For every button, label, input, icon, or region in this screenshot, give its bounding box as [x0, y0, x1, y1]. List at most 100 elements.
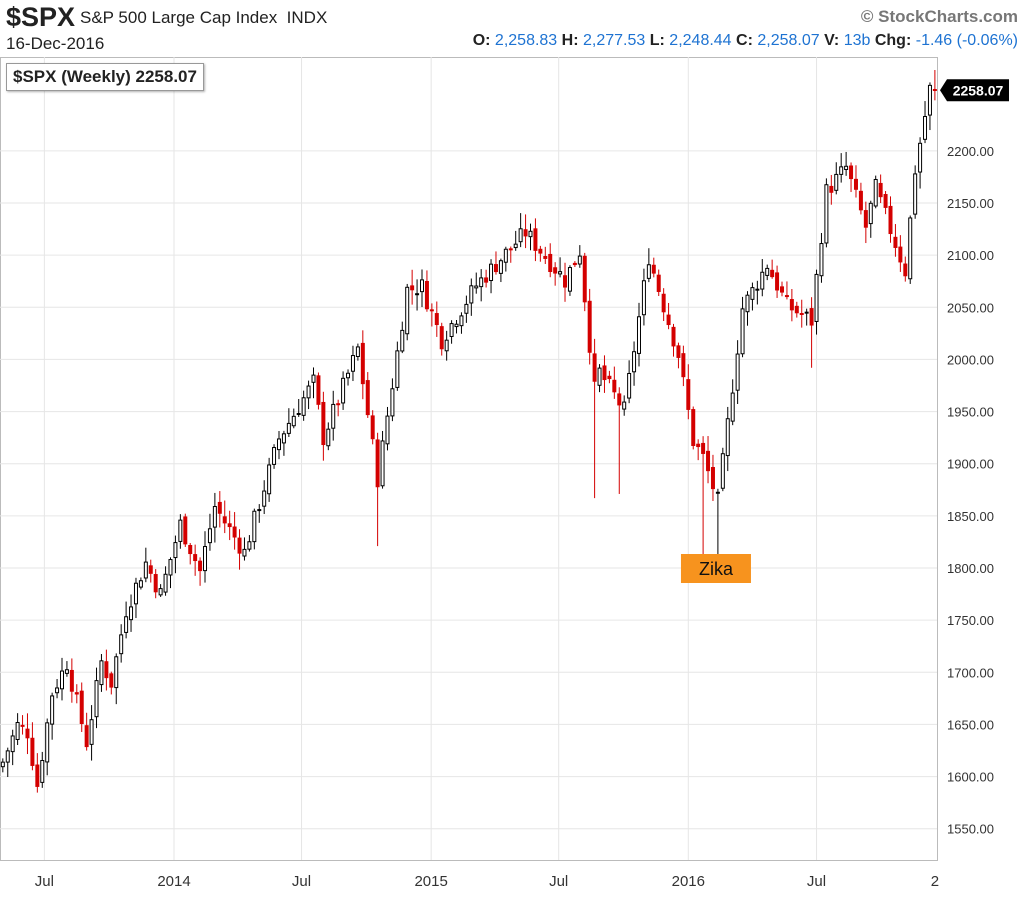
candle-body	[641, 280, 646, 316]
candle-body	[927, 84, 932, 116]
candle-body	[64, 669, 69, 674]
candle-down	[193, 544, 198, 576]
candle-body	[153, 574, 158, 593]
candle-up	[390, 378, 395, 422]
candle-body	[449, 323, 454, 337]
candle-up	[207, 513, 212, 551]
candle-body	[124, 616, 129, 633]
candle-up	[306, 380, 311, 410]
candle-down	[35, 753, 40, 793]
candle-body	[558, 271, 563, 275]
brand-link[interactable]: © StockCharts.com	[861, 7, 1018, 27]
candle-up	[844, 151, 849, 176]
candle-up	[212, 492, 217, 543]
symbol: $SPX	[6, 2, 76, 32]
candle-body	[341, 377, 346, 404]
candle-body	[789, 299, 794, 311]
candle-body	[286, 422, 291, 434]
y-tick-label: 2100.00	[947, 248, 994, 263]
candle-body	[691, 409, 696, 447]
candle-body	[79, 690, 84, 724]
candle-down	[775, 265, 780, 298]
candle-body	[632, 351, 637, 373]
candle-body	[676, 345, 681, 358]
candle-body	[212, 506, 217, 528]
candle-body	[350, 355, 355, 372]
candle-body	[434, 313, 439, 326]
candle-up	[257, 504, 262, 523]
candle-up	[114, 653, 119, 705]
candle-up	[50, 692, 55, 740]
candle-down	[602, 355, 607, 393]
candle-down	[878, 174, 883, 204]
candle-up	[55, 679, 60, 699]
last-price-flag	[940, 79, 1009, 102]
candle-up	[355, 343, 360, 361]
candle-up	[10, 729, 15, 766]
candle-up	[138, 577, 143, 590]
candle-body	[656, 274, 661, 292]
candle-down	[903, 256, 908, 282]
candle-body	[158, 588, 163, 596]
candle-down	[30, 722, 35, 771]
candle-body	[602, 365, 607, 381]
candle-down	[153, 569, 158, 599]
x-tick-label: 2014	[157, 873, 190, 890]
candle-body	[809, 308, 814, 326]
candle-down	[109, 671, 114, 695]
candle-body	[69, 669, 74, 692]
candle-body	[484, 277, 489, 283]
candle-body	[863, 210, 868, 228]
candle-down	[198, 557, 203, 586]
y-tick-label: 1700.00	[947, 665, 994, 680]
candle-up	[276, 431, 281, 460]
candle-body	[40, 760, 45, 783]
candle-down	[661, 288, 666, 322]
candle-body	[178, 519, 183, 542]
candle-body	[114, 656, 119, 689]
candle-up	[641, 268, 646, 326]
low-value: 2,248.44	[669, 32, 732, 49]
candle-body	[55, 687, 60, 694]
candle-body	[834, 173, 839, 191]
candle-up	[267, 457, 272, 502]
candle-down	[706, 436, 711, 484]
candle-down	[336, 399, 341, 417]
candle-body	[903, 263, 908, 277]
candle-body	[686, 379, 691, 410]
candle-body	[365, 380, 370, 416]
ohlc-readout: O: 2,258.83 H: 2,277.53 L: 2,248.44 C: 2…	[473, 32, 1018, 50]
candle-body	[888, 205, 893, 235]
candle-up	[262, 480, 267, 515]
candle-body	[444, 339, 449, 352]
candle-body	[267, 464, 272, 495]
candle-down	[587, 288, 592, 365]
candle-up	[730, 379, 735, 426]
candle-down	[237, 529, 242, 570]
candle-body	[780, 286, 785, 293]
candle-down	[656, 269, 661, 296]
price-chart[interactable]: 1550.00 1600.00 1650.00 1700.00 1750.00 1800.…	[0, 57, 1024, 904]
candle-down	[686, 364, 691, 420]
candle-up	[163, 566, 168, 596]
y-tick-label: 1550.00	[947, 822, 994, 837]
candle-body	[168, 559, 173, 576]
y-axis: 1550.00 1600.00 1650.00 1700.00 1750.00 1800.…	[940, 79, 1009, 837]
candle-up	[908, 215, 913, 284]
candle-up	[99, 654, 104, 692]
candle-body	[405, 286, 410, 335]
candle-down	[607, 370, 612, 384]
candle-body	[725, 418, 730, 457]
candle-up	[834, 162, 839, 195]
candle-body	[622, 401, 627, 410]
candle-down	[222, 500, 227, 534]
candle-up	[178, 514, 183, 549]
candle-body	[720, 453, 725, 489]
candle-body	[410, 285, 415, 291]
candle-down	[858, 182, 863, 215]
candle-body	[439, 326, 444, 350]
candle-up	[750, 282, 755, 311]
candle-body	[291, 415, 296, 427]
candle-up	[350, 345, 355, 382]
candle-body	[784, 295, 789, 298]
